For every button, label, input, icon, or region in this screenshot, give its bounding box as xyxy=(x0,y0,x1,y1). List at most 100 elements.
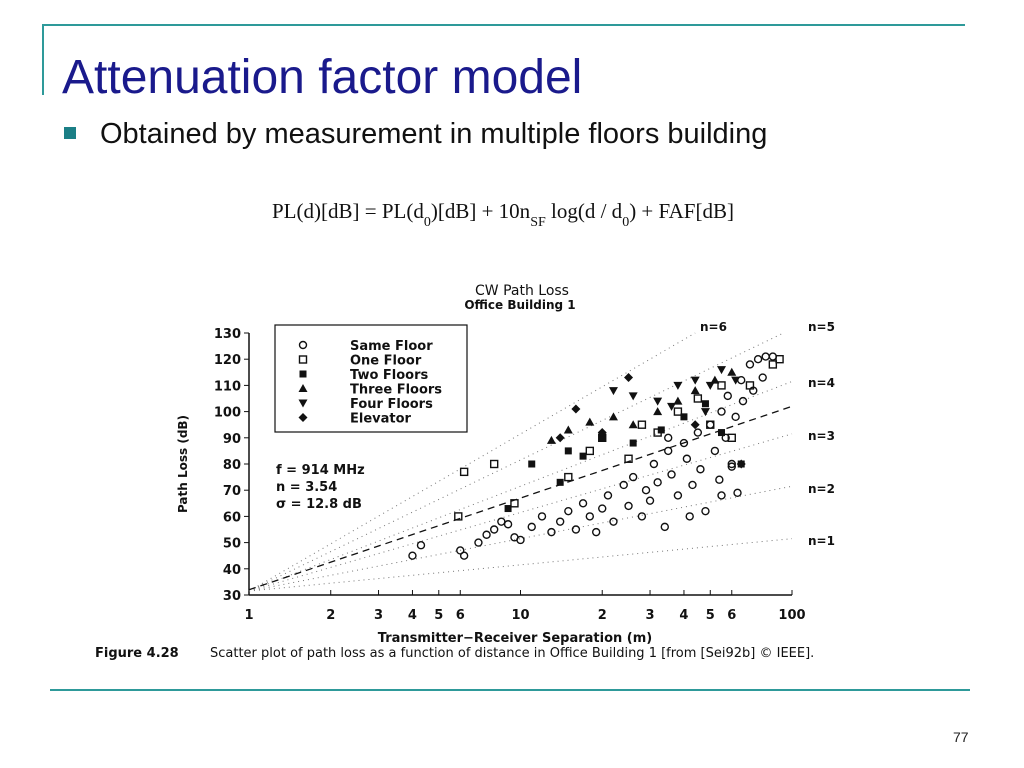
scatter-point xyxy=(597,428,607,438)
legend-box xyxy=(274,324,468,433)
y-tick-label: 130 xyxy=(214,327,241,342)
scatter-point xyxy=(731,412,740,422)
scatter-point xyxy=(564,472,573,482)
scatter-point xyxy=(664,446,673,456)
scatter-point xyxy=(700,408,710,417)
scatter-point xyxy=(637,420,647,429)
caption-text: Scatter plot of path loss as a function … xyxy=(210,646,815,661)
annotation: σ = 12.8 dB xyxy=(276,497,362,512)
scatter-point xyxy=(721,433,730,442)
x-tick-label: 6 xyxy=(456,608,465,623)
reference-line-label: n=4 xyxy=(808,376,835,390)
scatter-point xyxy=(608,412,618,421)
scatter-point xyxy=(564,447,572,455)
caption-label: Figure 4.28 xyxy=(95,646,179,661)
scatter-point xyxy=(585,446,595,456)
reference-line-label: n=6 xyxy=(700,320,727,334)
scatter-point xyxy=(563,425,573,434)
chart-title: CW Path Loss xyxy=(475,283,569,299)
y-tick-label: 80 xyxy=(223,458,241,473)
x-tick-label: 3 xyxy=(374,608,383,623)
legend-label: Elevator xyxy=(350,412,412,427)
reference-line-label: n=2 xyxy=(808,482,835,496)
scatter-point xyxy=(727,462,736,471)
scatter-point xyxy=(733,488,742,498)
scatter-point xyxy=(745,360,755,369)
scatter-point xyxy=(657,426,665,434)
scatter-point xyxy=(690,420,700,430)
scatter-point xyxy=(555,517,565,526)
scatter-point xyxy=(673,407,683,416)
formula-part: 0 xyxy=(424,215,431,230)
scatter-point xyxy=(456,546,465,555)
scatter-point xyxy=(673,381,683,390)
scatter-point xyxy=(489,525,499,534)
scatter-point xyxy=(693,394,703,403)
annotation: f = 914 MHz xyxy=(276,463,365,478)
scatter-point xyxy=(727,433,736,442)
scatter-point xyxy=(474,538,483,547)
reference-line xyxy=(248,538,793,592)
scatter-point xyxy=(761,352,770,361)
scatter-point xyxy=(628,420,638,429)
scatter-point xyxy=(690,386,700,395)
scatter-point xyxy=(459,551,469,560)
scatter-point xyxy=(736,459,746,469)
scatter-point xyxy=(682,454,692,463)
scatter-point xyxy=(693,428,703,437)
scatter-point xyxy=(690,376,700,385)
formula-part: log(d / d xyxy=(546,199,623,223)
x-tick-label: 2 xyxy=(326,608,335,623)
legend-marker xyxy=(299,370,307,378)
scatter-point xyxy=(653,478,662,487)
scatter-point xyxy=(628,392,638,401)
scatter-point xyxy=(503,520,513,529)
scatter-point xyxy=(710,375,720,384)
bullet-text: Obtained by measurement in multiple floo… xyxy=(100,118,767,150)
scatter-point xyxy=(768,352,778,361)
scatter-point xyxy=(527,522,536,532)
scatter-point xyxy=(537,512,547,521)
scatter-point xyxy=(564,506,573,516)
scatter-point xyxy=(706,420,715,429)
x-tick-label: 4 xyxy=(408,608,417,623)
scatter-point xyxy=(745,381,755,390)
scatter-point xyxy=(454,512,463,521)
scatter-point xyxy=(685,512,694,521)
scatter-point xyxy=(753,355,763,364)
scatter-point xyxy=(547,527,556,537)
scatter-point xyxy=(598,434,606,442)
scatter-point xyxy=(578,499,588,508)
scatter-point xyxy=(555,433,565,443)
y-tick-label: 90 xyxy=(223,432,241,447)
scatter-point xyxy=(619,480,628,490)
scatter-point xyxy=(628,472,638,482)
legend-marker xyxy=(298,413,308,422)
scatter-point xyxy=(768,360,778,369)
scatter-point xyxy=(571,404,581,414)
scatter-point xyxy=(667,402,677,411)
scatter-point xyxy=(717,407,726,416)
annotation: n = 3.54 xyxy=(276,480,337,495)
x-tick-label: 5 xyxy=(434,608,443,623)
scatter-point xyxy=(637,512,647,521)
scatter-point xyxy=(717,381,726,390)
scatter-point xyxy=(738,396,748,406)
scatter-point xyxy=(497,517,506,526)
scatter-point xyxy=(556,478,564,486)
scatter-point xyxy=(649,459,659,469)
reference-line xyxy=(248,381,793,592)
scatter-point xyxy=(727,459,736,469)
scatter-point xyxy=(660,522,669,532)
scatter-point xyxy=(653,397,663,406)
scatter-point xyxy=(546,435,556,444)
scatter-point xyxy=(758,373,767,382)
scatter-point xyxy=(664,433,673,442)
scatter-point xyxy=(710,446,720,456)
y-tick-label: 100 xyxy=(214,406,241,421)
reference-line-label: n=1 xyxy=(808,534,835,548)
scatter-point xyxy=(624,501,633,511)
scatter-point xyxy=(705,381,715,390)
scatter-point xyxy=(701,400,709,408)
formula-part: 0 xyxy=(622,215,629,230)
